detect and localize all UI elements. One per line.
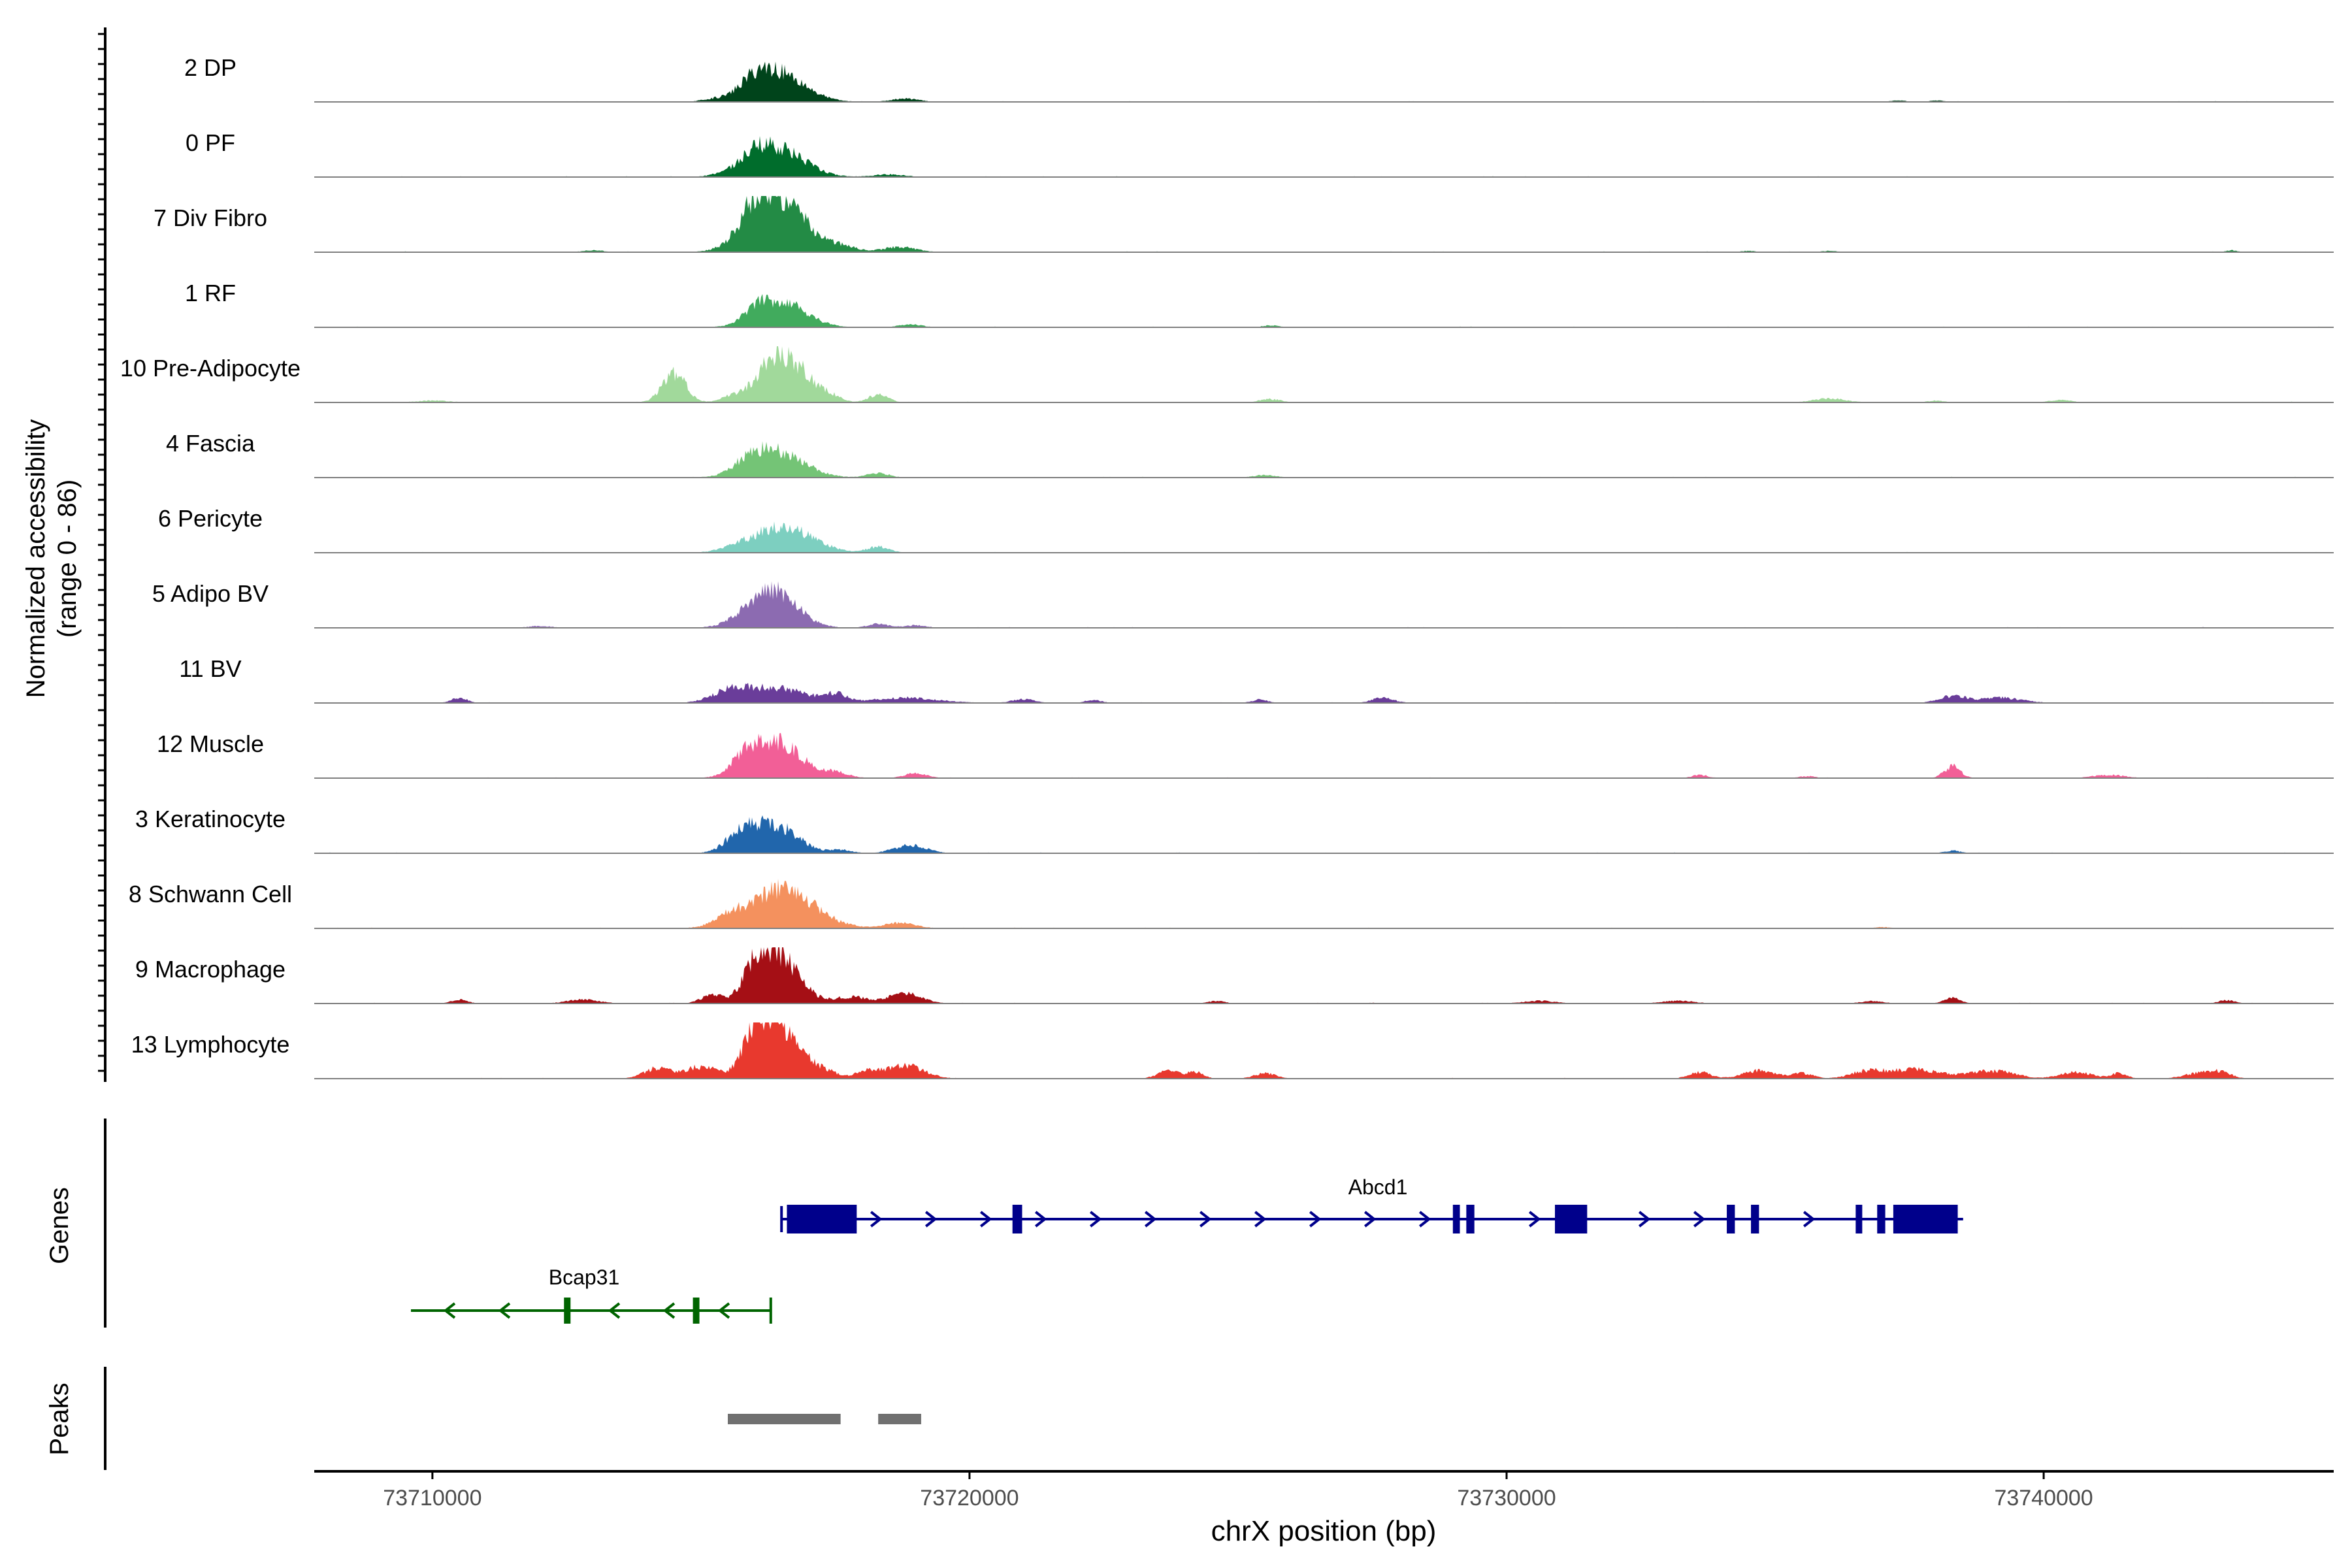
track-label: 10 Pre-Adipocyte: [120, 355, 301, 382]
track-signal: [314, 294, 2334, 327]
track-5-adipo-bv: 5 Adipo BV: [152, 580, 2334, 629]
gene-strand-chevron: [662, 1302, 676, 1319]
track-label: 11 BV: [179, 655, 241, 682]
x-axis-ticks: 73710000 73720000 73730000 73740000: [383, 1471, 2093, 1511]
track-label: 2 DP: [184, 54, 237, 81]
gene-strand-chevron: [1528, 1211, 1541, 1228]
peak-region: [727, 1414, 841, 1424]
gene-exon: [1893, 1205, 1958, 1233]
track-signal: [314, 815, 2334, 853]
gene-strand-chevron: [1144, 1211, 1157, 1228]
track-label: 9 Macrophage: [135, 956, 286, 983]
gene-strand-chevron: [1693, 1211, 1706, 1228]
gene-strand-chevron: [1638, 1211, 1651, 1228]
gene-exon: [1554, 1205, 1588, 1233]
gene-strand-chevron: [1034, 1211, 1047, 1228]
track-signal: [314, 521, 2334, 553]
track-signal: [314, 947, 2334, 1004]
gene-strand-chevron: [1364, 1211, 1377, 1228]
track-signal: [314, 61, 2334, 102]
track-signal: [314, 1022, 2334, 1079]
gene-exon: [1877, 1205, 1886, 1233]
gene-exon: [693, 1298, 700, 1324]
track-4-fascia: 4 Fascia: [166, 430, 2334, 478]
track-signal: [314, 732, 2334, 778]
axes: [98, 27, 2334, 1473]
peak-region: [878, 1414, 921, 1424]
track-label: 12 Muscle: [157, 730, 264, 757]
gene-label: Bcap31: [549, 1266, 620, 1289]
gene-exon: [564, 1298, 571, 1324]
track-1-rf: 1 RF: [185, 280, 2334, 328]
track-signal: [314, 136, 2334, 177]
track-label: 5 Adipo BV: [152, 580, 269, 607]
track-label: 1 RF: [185, 280, 236, 306]
track-signal: [314, 879, 2334, 928]
x-tick-label: 73720000: [920, 1486, 1019, 1511]
gene-strand-chevron: [1089, 1211, 1102, 1228]
track-11-bv: 11 BV: [179, 655, 2334, 704]
x-tick-label: 73740000: [1994, 1486, 2093, 1511]
x-tick-label: 73730000: [1457, 1486, 1556, 1511]
gene-exon: [787, 1205, 857, 1233]
gene-strand-chevron: [870, 1211, 883, 1228]
gene-strand-chevron: [1254, 1211, 1267, 1228]
track-7-div-fibro: 7 Div Fibro: [154, 196, 2334, 253]
track-8-schwann-cell: 8 Schwann Cell: [129, 879, 2334, 929]
gene-strand-chevron: [1309, 1211, 1322, 1228]
gene-annotations: Abcd1 Bcap31: [410, 1175, 1963, 1324]
track-label: 6 Pericyte: [158, 505, 263, 532]
y-axis-title: Normalized accessibility: [22, 419, 50, 698]
track-2-dp: 2 DP: [184, 54, 2334, 103]
track-label: 8 Schwann Cell: [129, 881, 292, 907]
gene-strand-chevron: [979, 1211, 992, 1228]
track-signal: [314, 196, 2334, 252]
gene-abcd1: Abcd1: [780, 1175, 1963, 1233]
gene-exon: [1855, 1205, 1863, 1233]
track-0-pf: 0 PF: [186, 129, 2334, 178]
track-3-keratinocyte: 3 Keratinocyte: [135, 806, 2334, 854]
track-9-macrophage: 9 Macrophage: [135, 947, 2334, 1004]
gene-label: Abcd1: [1348, 1175, 1408, 1199]
peaks-panel-label: Peaks: [45, 1382, 74, 1455]
x-axis-title: chrX position (bp): [1211, 1515, 1437, 1547]
track-13-lymphocyte: 13 Lymphocyte: [131, 1022, 2334, 1079]
track-label: 13 Lymphocyte: [131, 1031, 290, 1058]
track-signal: [314, 346, 2334, 402]
gene-strand-chevron: [1199, 1211, 1212, 1228]
gene-strand-chevron: [1803, 1211, 1816, 1228]
gene-strand-chevron: [608, 1302, 621, 1319]
gene-strand-chevron: [443, 1302, 456, 1319]
track-label: 0 PF: [186, 129, 235, 156]
track-6-pericyte: 6 Pericyte: [158, 505, 2334, 553]
track-label: 4 Fascia: [166, 430, 255, 457]
gene-exon: [1012, 1205, 1022, 1233]
track-signal: [314, 683, 2334, 703]
track-12-muscle: 12 Muscle: [157, 730, 2334, 779]
gene-bcap31: Bcap31: [410, 1266, 772, 1324]
gene-strand-chevron: [924, 1211, 938, 1228]
gene-strand-chevron: [498, 1302, 511, 1319]
track-signal: [314, 441, 2334, 478]
gene-exon: [1452, 1205, 1460, 1233]
y-axis-range-label: (range 0 - 86): [53, 480, 82, 638]
y-axis-ticks: [98, 33, 105, 1072]
gene-exon: [1727, 1205, 1735, 1233]
gene-strand-chevron: [1418, 1211, 1431, 1228]
track-label: 7 Div Fibro: [154, 204, 267, 231]
track-label: 3 Keratinocyte: [135, 806, 286, 832]
genes-panel-label: Genes: [45, 1187, 74, 1264]
track-10-pre-adipocyte: 10 Pre-Adipocyte: [120, 346, 2334, 403]
peak-regions: [727, 1414, 921, 1424]
x-tick-label: 73710000: [383, 1486, 482, 1511]
track-signal: [314, 581, 2334, 628]
gene-exon: [1751, 1205, 1759, 1233]
gene-strand-chevron: [717, 1302, 730, 1319]
coverage-tracks: 2 DP 0 PF 7 Div Fibro 1 RF 10 Pre-Adipocyte 4…: [120, 54, 2334, 1079]
gene-exon: [1466, 1205, 1475, 1233]
